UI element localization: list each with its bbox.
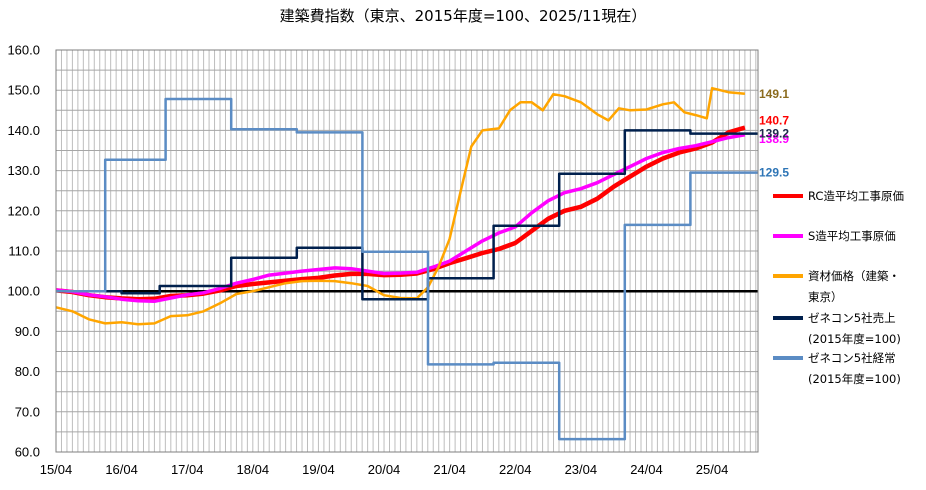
x-tick-label: 21/04 xyxy=(433,462,466,477)
x-tick-label: 24/04 xyxy=(630,462,663,477)
x-tick-label: 15/04 xyxy=(40,462,73,477)
legend-entry-text: RC造平均工事原価 xyxy=(808,189,904,203)
y-tick-label: 130.0 xyxy=(7,163,40,178)
series-line xyxy=(55,86,746,326)
end-labels: 140.7 138.9 149.1 139.2 129.5 xyxy=(759,87,789,180)
y-tick-label: 80.0 xyxy=(15,364,40,379)
x-tick-label: 23/04 xyxy=(565,462,598,477)
x-tick-label: 19/04 xyxy=(302,462,335,477)
x-tick-label: 22/04 xyxy=(499,462,532,477)
series-line xyxy=(56,129,758,301)
plot-frame xyxy=(55,49,759,453)
y-tick-label: 90.0 xyxy=(15,324,40,339)
legend-entry-text: S造平均工事原価 xyxy=(808,229,896,243)
legend-entry-text: ゼネコン5社経常 xyxy=(808,351,896,365)
series-line xyxy=(56,97,758,441)
series-end-label: 138.9 xyxy=(759,132,789,146)
y-tick-label: 140.0 xyxy=(7,123,40,138)
legend-entry-text: (2015年度=100) xyxy=(808,332,901,346)
x-axis-ticks: 15/04 16/04 17/04 18/04 19/04 20/04 21/04 22/04… xyxy=(40,462,729,477)
y-tick-label: 160.0 xyxy=(7,43,40,58)
series-end-label: 129.5 xyxy=(759,166,789,180)
x-tick-label: 16/04 xyxy=(105,462,138,477)
chart-title: 建築費指数（東京、2015年度=100、2025/11現在） xyxy=(280,7,647,25)
legend-entry-text: (2015年度=100) xyxy=(808,372,901,386)
y-tick-label: 60.0 xyxy=(15,445,40,460)
plot-border xyxy=(55,49,759,453)
y-tick-label: 120.0 xyxy=(7,203,40,218)
series-line xyxy=(55,133,746,304)
y-tick-label: 150.0 xyxy=(7,83,40,98)
series-end-label: 139.2 xyxy=(759,127,789,141)
series-end-label: 149.1 xyxy=(759,87,789,101)
y-tick-label: 100.0 xyxy=(7,284,40,299)
y-tick-label: 110.0 xyxy=(8,244,40,259)
series-end-label: 140.7 xyxy=(759,114,789,128)
x-tick-label: 17/04 xyxy=(171,462,204,477)
x-tick-label: 25/04 xyxy=(696,462,729,477)
x-tick-label: 20/04 xyxy=(368,462,401,477)
legend-entry-text: ゼネコン5社売上 xyxy=(808,311,896,325)
y-tick-label: 70.0 xyxy=(15,404,40,419)
series-lines xyxy=(55,86,758,441)
y-axis-ticks: 60.0 70.0 80.0 90.0 100.0 110.0 120.0 130.0 140.… xyxy=(7,43,40,460)
legend-entry-text: 東京） xyxy=(808,290,843,304)
legend-entry-text: 資材価格（建築・ xyxy=(808,269,900,283)
x-tick-label: 18/04 xyxy=(237,462,270,477)
